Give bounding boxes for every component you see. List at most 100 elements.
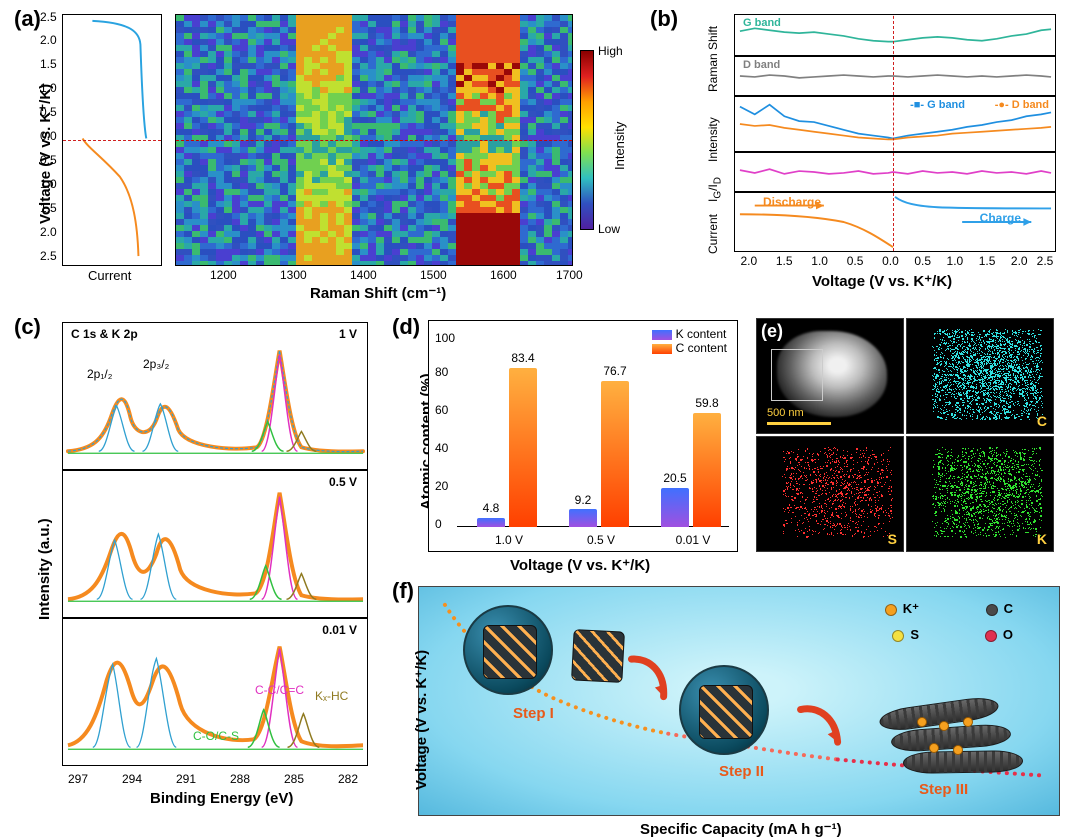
- discharge-charge-curve: [63, 15, 161, 262]
- val-k2: 9.2: [563, 493, 603, 507]
- panel-a-voltage-curve: [62, 14, 162, 266]
- colorbar-high: High: [598, 44, 623, 58]
- xps-1v: C 1s & K 2p 1 V 2p₁/₂ 2p₃/₂: [62, 322, 368, 470]
- ylab-current: Current: [706, 214, 720, 254]
- label-2p32: 2p₃/₂: [143, 357, 169, 371]
- graphene-sheet-small: [571, 629, 625, 683]
- d-ytick: 40: [435, 441, 448, 455]
- val-c2: 76.7: [595, 364, 635, 378]
- panel-d-label: (d): [392, 314, 420, 340]
- ytick: 2.5: [40, 10, 57, 24]
- d-ytick: 100: [435, 331, 455, 345]
- panel-b-xticks: 2.0 1.5 1.0 0.5 0.0 0.5 1.0 1.5 2.0 2.5: [734, 254, 1056, 274]
- panel-c-x-title: Binding Energy (eV): [150, 790, 293, 807]
- panel-d-x-title: Voltage (V vs. K⁺/K): [510, 556, 650, 574]
- panel-a-curve-x: Current: [88, 268, 131, 283]
- panel-c-label: (c): [14, 314, 41, 340]
- val-k3: 20.5: [655, 471, 695, 485]
- label-kxhc: Kₓ-HC: [315, 689, 348, 703]
- panel-b-x-title: Voltage (V vs. K⁺/K): [812, 272, 952, 290]
- d-xtick: 0.5 V: [571, 533, 631, 547]
- bar-k-2: [569, 509, 597, 527]
- step-2-label: Step II: [719, 763, 764, 780]
- raman-heatmap: [175, 14, 573, 266]
- step-1-label: Step I: [513, 705, 554, 722]
- map-c: C: [906, 318, 1054, 434]
- k-ion: [929, 743, 939, 753]
- ytick: 1.0: [40, 81, 57, 95]
- sphere-2: [679, 665, 769, 755]
- colorbar-low: Low: [598, 222, 620, 236]
- ytick: 0.5: [40, 153, 57, 167]
- atomic-content-barchart: 0 20 40 60 80 100 4.8 83.4 9.2 76.7 20.5…: [428, 320, 738, 552]
- val-c3: 59.8: [687, 396, 727, 410]
- panel-a-label: (a): [14, 6, 41, 32]
- intensity-g-label: -■- G band: [910, 99, 965, 111]
- ylab-ratio: IG/ID: [706, 177, 723, 202]
- strip-current: Discharge Charge: [734, 192, 1056, 252]
- eds-mapping: 500 nm (e) C S K: [756, 318, 1056, 552]
- d-band-label: D band: [743, 59, 780, 71]
- hm-xtick: 1600: [490, 268, 517, 282]
- k-ion: [939, 721, 949, 731]
- hm-xtick: 1500: [420, 268, 447, 282]
- intensity-colorbar: [580, 50, 594, 230]
- ytick: 1.5: [40, 57, 57, 71]
- bar-c-1: [509, 368, 537, 527]
- c-xtick: 291: [176, 772, 196, 786]
- ytick: 2.0: [40, 225, 57, 239]
- panel-b-strips: Raman Shift Intensity IG/ID Current G ba…: [692, 14, 1058, 276]
- panel-c-y-title: Intensity (a.u.): [36, 518, 53, 620]
- ylab-raman-shift: Raman Shift: [706, 26, 720, 92]
- ytick: 0.0: [40, 129, 57, 143]
- step-3-label: Step III: [919, 781, 968, 798]
- discharge-label: Discharge: [763, 195, 821, 209]
- strip-d-shift: D band: [734, 56, 1056, 96]
- panel-b-label: (b): [650, 6, 678, 32]
- panel-f-y-title: Voltage (V vs. K⁺/K): [412, 650, 430, 790]
- d-xtick: 0.01 V: [663, 533, 723, 547]
- xps-title: C 1s & K 2p: [71, 327, 138, 341]
- xps-001v: 0.01 V C-C/C=C C-O/C-S Kₓ-HC: [62, 618, 368, 766]
- label-2p12: 2p₁/₂: [87, 367, 112, 381]
- val-k1: 4.8: [471, 501, 511, 515]
- legend-c: C: [986, 601, 1013, 616]
- ytick: 2.0: [40, 33, 57, 47]
- map-s: S: [756, 436, 904, 552]
- charge-label: Charge: [980, 211, 1021, 225]
- ytick: 1.0: [40, 177, 57, 191]
- panel-f-label: (f): [392, 578, 414, 604]
- g-band-label: G band: [743, 17, 781, 29]
- legend-k: K⁺: [885, 601, 919, 617]
- hm-xtick: 1400: [350, 268, 377, 282]
- label-cos: C-O/C-S: [193, 729, 239, 743]
- panel-f-x-title: Specific Capacity (mA h g⁻¹): [640, 820, 842, 838]
- panel-a-heatmap-x-title: Raman Shift (cm⁻¹): [310, 284, 446, 302]
- c-xtick: 294: [122, 772, 142, 786]
- carbon-layer: [903, 750, 1023, 774]
- ytick: 1.5: [40, 201, 57, 215]
- ytick: 2.5: [40, 249, 57, 263]
- d-ytick: 80: [435, 365, 448, 379]
- k-ion: [953, 745, 963, 755]
- k-ion: [963, 717, 973, 727]
- d-ytick: 20: [435, 479, 448, 493]
- bar-k-3: [661, 488, 689, 527]
- label-ccc: C-C/C=C: [255, 683, 304, 697]
- d-ytick: 60: [435, 403, 448, 417]
- mechanism-scheme: Step I Step II Step III K⁺ C S O: [418, 586, 1060, 816]
- bar-k-1: [477, 518, 505, 527]
- panel-e-label: (e): [761, 321, 783, 342]
- panel-d-legend: K content C content: [652, 327, 727, 355]
- zero-voltage-dash: [63, 140, 161, 141]
- strip-g-shift: G band: [734, 14, 1056, 56]
- bar-c-3: [693, 413, 721, 527]
- legend-s: S: [892, 627, 919, 642]
- bar-c-2: [601, 381, 629, 527]
- legend-o: O: [985, 627, 1013, 642]
- hm-xtick: 1300: [280, 268, 307, 282]
- strip-ratio: [734, 152, 1056, 192]
- colorbar-title: Intensity: [612, 122, 627, 170]
- hm-xtick: 1200: [210, 268, 237, 282]
- zero-voltage-dash-heatmap: [176, 140, 572, 141]
